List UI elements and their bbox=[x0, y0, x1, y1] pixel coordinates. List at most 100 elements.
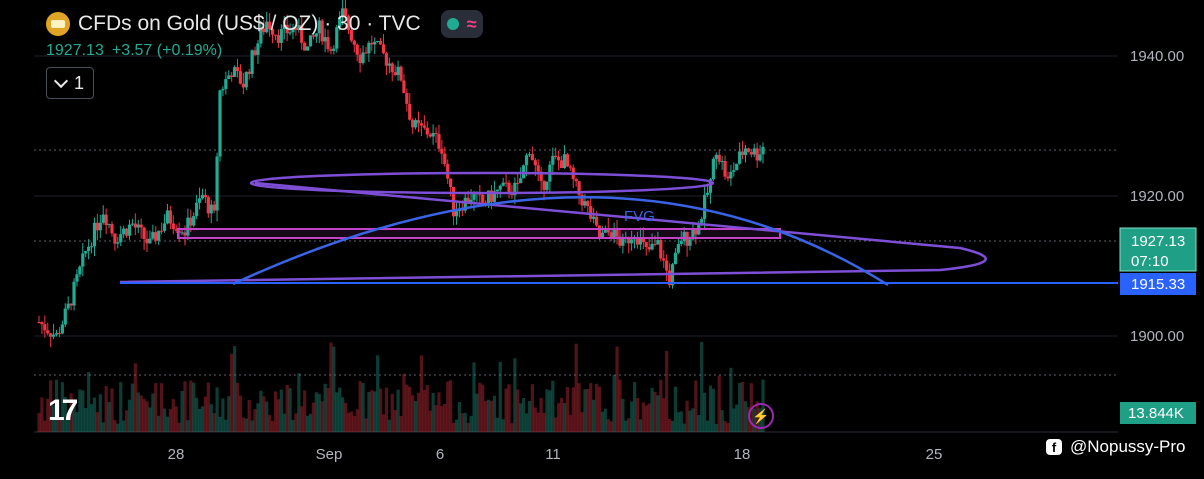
volume-bar bbox=[522, 398, 526, 432]
candle-body bbox=[273, 34, 278, 36]
indicator-toggle-button[interactable]: 1 bbox=[46, 67, 94, 99]
volume-bar bbox=[586, 389, 590, 432]
volume-bar bbox=[43, 420, 47, 432]
candle-body bbox=[446, 164, 450, 179]
arc-curve[interactable] bbox=[232, 196, 889, 287]
candle-body bbox=[562, 154, 567, 168]
candle-body bbox=[171, 223, 175, 230]
candle-body bbox=[758, 154, 762, 161]
status-pill[interactable]: ≈ bbox=[440, 10, 483, 38]
volume-bar bbox=[498, 361, 502, 432]
volume-bar bbox=[367, 391, 371, 432]
candle-body bbox=[551, 155, 555, 165]
candle-body bbox=[355, 44, 359, 55]
volume-bar bbox=[189, 380, 193, 432]
candle-body bbox=[524, 155, 529, 166]
candle-body bbox=[367, 42, 371, 54]
fvg-box[interactable] bbox=[177, 228, 781, 239]
candle-body bbox=[72, 281, 76, 306]
candle-body bbox=[752, 148, 756, 155]
candle-body bbox=[157, 230, 161, 241]
candle-body bbox=[481, 194, 485, 203]
volume-bar bbox=[647, 403, 651, 432]
candle-body bbox=[498, 185, 502, 190]
candle-body bbox=[311, 35, 316, 37]
candle-body bbox=[700, 218, 704, 223]
candle-body bbox=[565, 154, 570, 167]
volume-bar bbox=[457, 402, 461, 432]
candle-body bbox=[370, 42, 374, 45]
volume-bar bbox=[332, 346, 336, 432]
ellipse-top[interactable] bbox=[249, 171, 715, 195]
candle-body bbox=[235, 67, 240, 72]
volume-bar bbox=[402, 373, 406, 432]
candle-body bbox=[641, 237, 645, 243]
candle-body bbox=[262, 28, 266, 33]
volume-bar bbox=[597, 386, 602, 432]
volume-bar bbox=[557, 403, 561, 432]
volume-bar bbox=[627, 418, 631, 432]
volume-bar bbox=[472, 362, 476, 432]
candle-body bbox=[656, 240, 660, 245]
candle-body bbox=[151, 232, 155, 239]
candle-body bbox=[361, 52, 365, 64]
candle-body bbox=[472, 193, 476, 200]
candle-body bbox=[568, 166, 572, 168]
volume-bar bbox=[662, 398, 666, 432]
volume-bar bbox=[230, 353, 234, 432]
candle-body bbox=[84, 251, 88, 254]
volume-bar bbox=[484, 400, 488, 432]
x-tick-label: 25 bbox=[926, 446, 943, 463]
hline-badge bbox=[1120, 273, 1196, 295]
x-tick-label: 18 bbox=[734, 446, 751, 463]
volume-bar bbox=[504, 388, 508, 432]
candle-body bbox=[180, 232, 184, 234]
candle-body bbox=[449, 178, 453, 187]
candle-body bbox=[192, 215, 196, 226]
wedge-lines[interactable] bbox=[119, 181, 987, 284]
candle-body bbox=[390, 63, 394, 73]
volume-bar bbox=[244, 418, 248, 432]
volume-bar bbox=[679, 411, 683, 432]
candle-body bbox=[723, 161, 727, 177]
volume-bar bbox=[685, 400, 689, 432]
candle-body bbox=[119, 234, 123, 243]
candle-body bbox=[268, 21, 272, 30]
volume-bar bbox=[81, 390, 85, 432]
candle-body bbox=[206, 197, 210, 214]
candle-body bbox=[545, 181, 549, 190]
symbol-title[interactable]: CFDs on Gold (US$ / OZ) · 30 · TVC bbox=[78, 12, 421, 35]
x-axis: 28 Sep 6 11 18 25 bbox=[168, 446, 943, 463]
x-tick-label: 6 bbox=[436, 446, 444, 463]
candle-body bbox=[230, 75, 234, 77]
candle-body bbox=[586, 201, 590, 207]
volume-bar bbox=[577, 383, 581, 432]
candle-body bbox=[504, 182, 508, 184]
volume-bar bbox=[183, 381, 187, 432]
volume-bar bbox=[527, 401, 532, 432]
volume-bar bbox=[98, 394, 102, 432]
flash-icon[interactable]: ⚡ bbox=[748, 403, 774, 429]
volume-bar bbox=[370, 390, 374, 432]
candle-body bbox=[454, 211, 459, 217]
candle-body bbox=[89, 246, 94, 248]
tradingview-logo: 17 bbox=[48, 394, 78, 427]
candle-body bbox=[338, 17, 342, 28]
candle-body bbox=[177, 230, 181, 233]
countdown-value: 07:10 bbox=[1131, 253, 1169, 270]
candle-body bbox=[554, 155, 558, 157]
candle-body bbox=[749, 151, 753, 155]
drawings[interactable]: FVG bbox=[119, 171, 1118, 287]
candle-body bbox=[726, 176, 730, 179]
candle-body bbox=[195, 202, 199, 216]
candle-body bbox=[285, 24, 289, 34]
candle-body bbox=[329, 49, 333, 51]
candle-body bbox=[186, 217, 190, 236]
candle-body bbox=[87, 246, 91, 252]
volume-bar bbox=[270, 420, 275, 432]
volume-bar bbox=[192, 382, 196, 432]
volume-bar bbox=[54, 379, 59, 432]
candle-body bbox=[492, 191, 497, 202]
